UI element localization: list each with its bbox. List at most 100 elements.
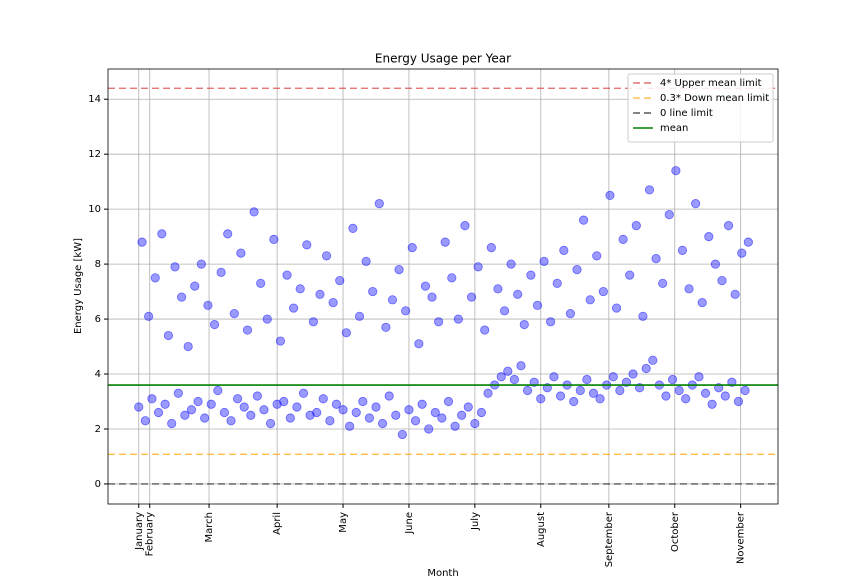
point xyxy=(536,394,546,404)
x-tick-label: March xyxy=(204,512,215,542)
x-tick-label: November xyxy=(736,511,747,564)
point xyxy=(407,243,417,253)
point xyxy=(684,284,694,294)
point xyxy=(618,234,628,244)
x-tick-label: August xyxy=(536,512,547,547)
point xyxy=(186,405,197,415)
point xyxy=(737,248,747,258)
point xyxy=(648,355,658,365)
point xyxy=(275,336,286,346)
point xyxy=(170,262,180,272)
point xyxy=(401,306,411,316)
point xyxy=(427,292,437,302)
point xyxy=(140,416,150,426)
y-tick-label: 4 xyxy=(95,369,101,380)
point xyxy=(526,270,536,280)
point xyxy=(539,256,549,266)
x-tick-label: October xyxy=(670,511,681,552)
point xyxy=(588,388,599,398)
point xyxy=(480,325,490,335)
point xyxy=(414,339,424,349)
point xyxy=(661,391,671,401)
x-tick-label: May xyxy=(338,512,349,533)
point xyxy=(134,402,144,412)
point xyxy=(460,221,470,231)
y-tick-label: 2 xyxy=(95,424,101,435)
y-tick-label: 8 xyxy=(95,259,101,270)
y-tick-label: 10 xyxy=(88,204,101,215)
point xyxy=(628,369,638,379)
point xyxy=(625,270,635,280)
point xyxy=(575,385,585,396)
point xyxy=(292,402,302,412)
point xyxy=(555,391,566,401)
points xyxy=(134,166,753,440)
x-tick-label: June xyxy=(404,512,415,535)
point xyxy=(368,286,378,297)
point xyxy=(229,308,239,319)
point xyxy=(374,199,384,209)
point xyxy=(434,317,444,327)
point xyxy=(321,251,332,261)
legend-label: 0 line limit xyxy=(660,108,713,119)
point xyxy=(252,391,262,401)
x-tick-label: January xyxy=(134,512,145,551)
point xyxy=(611,303,622,313)
point xyxy=(387,295,398,305)
point xyxy=(608,372,618,382)
point xyxy=(470,418,480,429)
point xyxy=(638,311,648,321)
point xyxy=(384,391,394,401)
ticks: 0 2 4 6 8 10 12 14 January February March April May J… xyxy=(88,94,746,567)
point xyxy=(196,259,206,269)
point xyxy=(569,396,579,407)
point xyxy=(144,311,154,321)
reference-lines xyxy=(108,87,778,485)
point xyxy=(341,328,351,338)
point xyxy=(483,388,493,398)
legend-label: 0.3* Down mean limit xyxy=(660,93,769,104)
point xyxy=(269,234,279,244)
point xyxy=(717,275,727,286)
x-tick-label: July xyxy=(470,512,481,531)
point xyxy=(150,273,160,283)
point xyxy=(354,311,365,321)
point xyxy=(206,399,216,409)
point xyxy=(345,421,355,431)
point xyxy=(720,391,730,401)
point xyxy=(457,410,467,420)
point xyxy=(176,292,187,302)
point xyxy=(183,341,193,352)
point xyxy=(463,402,473,412)
point xyxy=(242,325,253,335)
point xyxy=(677,245,688,255)
point xyxy=(298,388,309,398)
point xyxy=(335,275,345,286)
point xyxy=(681,394,691,404)
point xyxy=(496,372,506,382)
point xyxy=(710,259,720,269)
point xyxy=(631,221,641,231)
point xyxy=(549,372,559,382)
point xyxy=(723,221,734,231)
point xyxy=(424,424,434,434)
point xyxy=(506,259,516,269)
point xyxy=(377,418,388,429)
point xyxy=(697,297,707,308)
point xyxy=(559,245,569,255)
y-tick-label: 14 xyxy=(88,94,101,105)
point xyxy=(592,251,602,261)
point xyxy=(153,407,164,418)
point xyxy=(262,314,272,324)
point xyxy=(578,215,589,225)
point xyxy=(691,199,701,209)
point xyxy=(486,243,496,253)
point xyxy=(565,308,576,319)
point xyxy=(157,229,167,239)
y-tick-label: 0 xyxy=(95,479,101,490)
chart-title: Energy Usage per Year xyxy=(375,52,511,66)
point xyxy=(674,385,684,396)
point xyxy=(546,317,556,327)
point xyxy=(671,166,681,176)
